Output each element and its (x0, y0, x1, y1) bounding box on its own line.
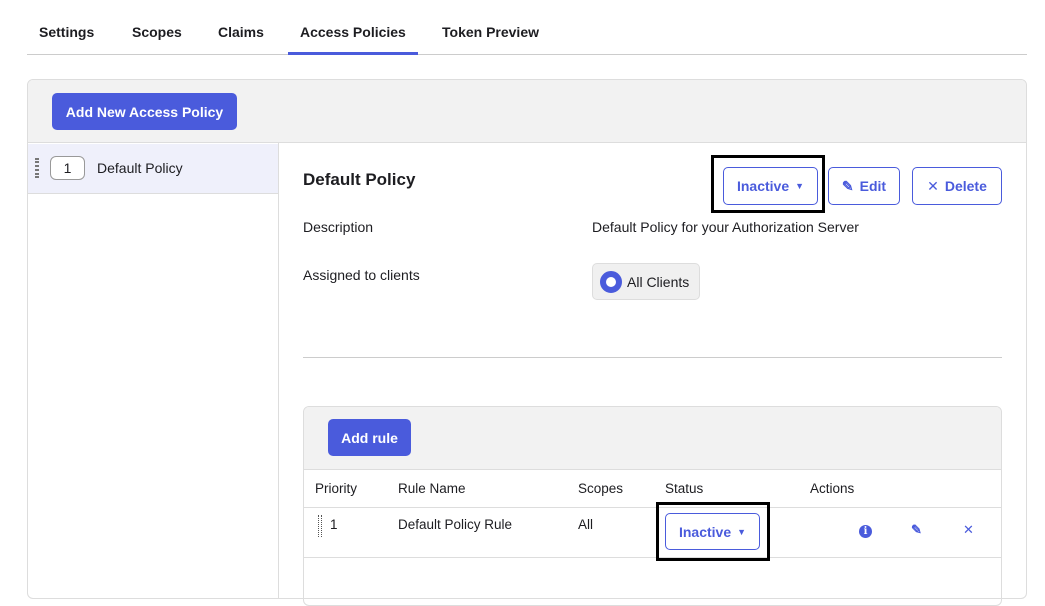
rule-scopes: All (578, 517, 594, 532)
info-icon[interactable]: i (859, 525, 872, 538)
policy-priority: 1 (50, 156, 85, 180)
assigned-label: Assigned to clients (303, 267, 420, 283)
col-actions: Actions (810, 481, 855, 496)
tab-settings[interactable]: Settings (39, 24, 95, 40)
delete-label: Delete (944, 178, 987, 194)
policy-name: Default Policy (97, 160, 183, 176)
section-divider (303, 357, 1002, 358)
col-priority: Priority (315, 481, 358, 496)
rules-panel (303, 406, 1002, 606)
col-rule-name: Rule Name (398, 481, 466, 496)
close-icon[interactable]: ✕ (963, 522, 974, 537)
rule-name: Default Policy Rule (398, 517, 513, 532)
policy-list-item[interactable]: 1 Default Policy (28, 144, 278, 194)
assigned-value: All Clients (627, 273, 690, 290)
caret-down-icon: ▼ (737, 526, 747, 537)
pencil-icon: ✎ (841, 177, 854, 194)
rule-row-divider (304, 557, 1001, 558)
status-label: Inactive (678, 523, 732, 540)
tab-claims[interactable]: Claims (218, 24, 264, 40)
description-label: Description (303, 219, 374, 235)
drag-handle-icon[interactable] (35, 158, 39, 178)
all-clients-chip: All Clients (592, 263, 700, 300)
tab-token-preview[interactable]: Token Preview (442, 24, 540, 40)
tab-divider (27, 54, 1027, 55)
drag-handle-icon[interactable] (318, 515, 322, 537)
caret-down-icon: ▼ (795, 181, 805, 191)
tab-access-policies[interactable]: Access Policies (300, 24, 406, 40)
col-status: Status (665, 481, 704, 496)
edit-label: Edit (859, 178, 887, 194)
delete-button[interactable]: ✕ Delete (912, 167, 1002, 205)
add-new-access-policy-button[interactable]: Add New Access Policy (52, 93, 237, 130)
highlight-box (656, 502, 770, 561)
description-value: Default Policy for your Authorization Se… (592, 219, 859, 235)
add-rule-button[interactable]: Add rule (328, 419, 411, 456)
col-scopes: Scopes (578, 481, 624, 496)
policy-status-dropdown[interactable]: Inactive ▼ (723, 167, 818, 205)
highlight-box (711, 155, 825, 213)
rule-status-dropdown[interactable]: Inactive ▼ (665, 513, 760, 550)
rule-priority: 1 (330, 517, 338, 532)
rules-header (304, 407, 1001, 470)
rule-header-divider (304, 507, 1001, 508)
active-tab-indicator (288, 52, 418, 55)
tab-scopes[interactable]: Scopes (132, 24, 182, 40)
policies-panel: 1 Default Policy (27, 79, 1027, 599)
close-icon: ✕ (927, 177, 939, 194)
radio-icon (600, 270, 622, 293)
sidebar-divider (278, 143, 279, 598)
pencil-icon[interactable]: ✎ (911, 522, 922, 537)
policy-title: Default Policy (303, 170, 416, 189)
edit-button[interactable]: ✎ Edit (828, 167, 900, 205)
status-label: Inactive (736, 178, 790, 194)
